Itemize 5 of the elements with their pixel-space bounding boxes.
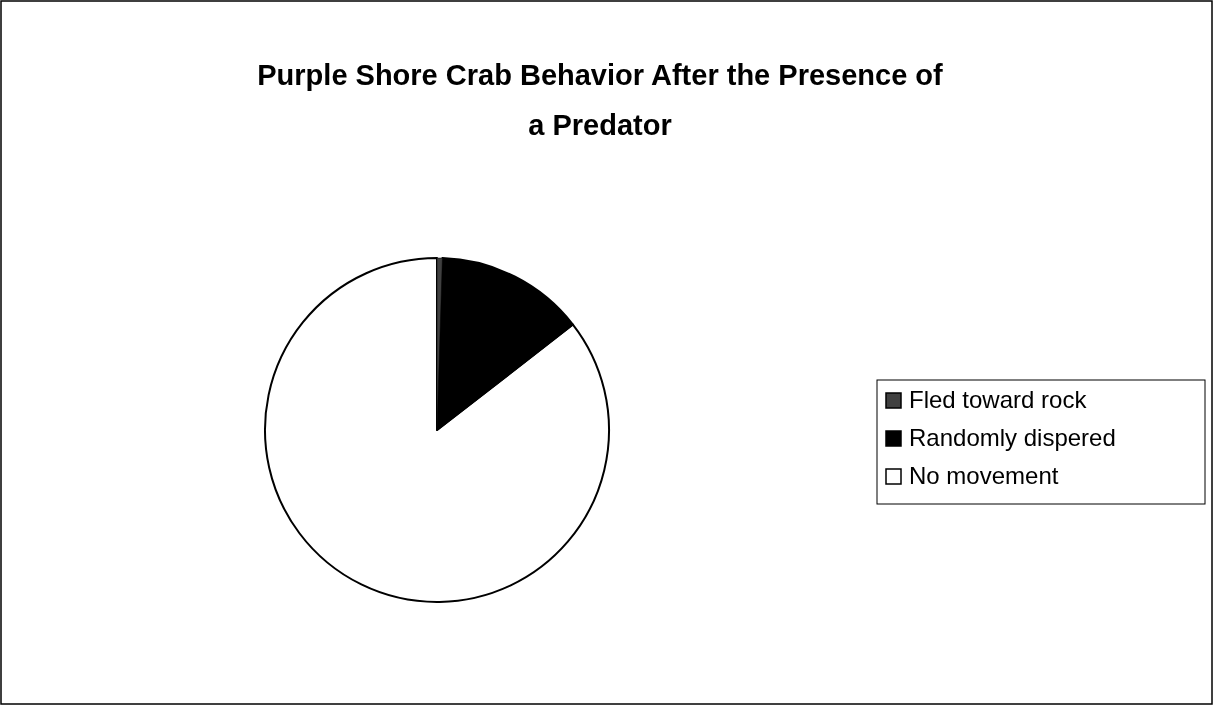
- legend-label: No movement: [909, 462, 1059, 489]
- chart-title: Purple Shore Crab Behavior After the Presence of a Predator: [257, 59, 944, 141]
- legend-label: Randomly dispered: [909, 424, 1116, 451]
- pie-slice: [264, 257, 610, 603]
- legend-label: Fled toward rock: [909, 386, 1088, 413]
